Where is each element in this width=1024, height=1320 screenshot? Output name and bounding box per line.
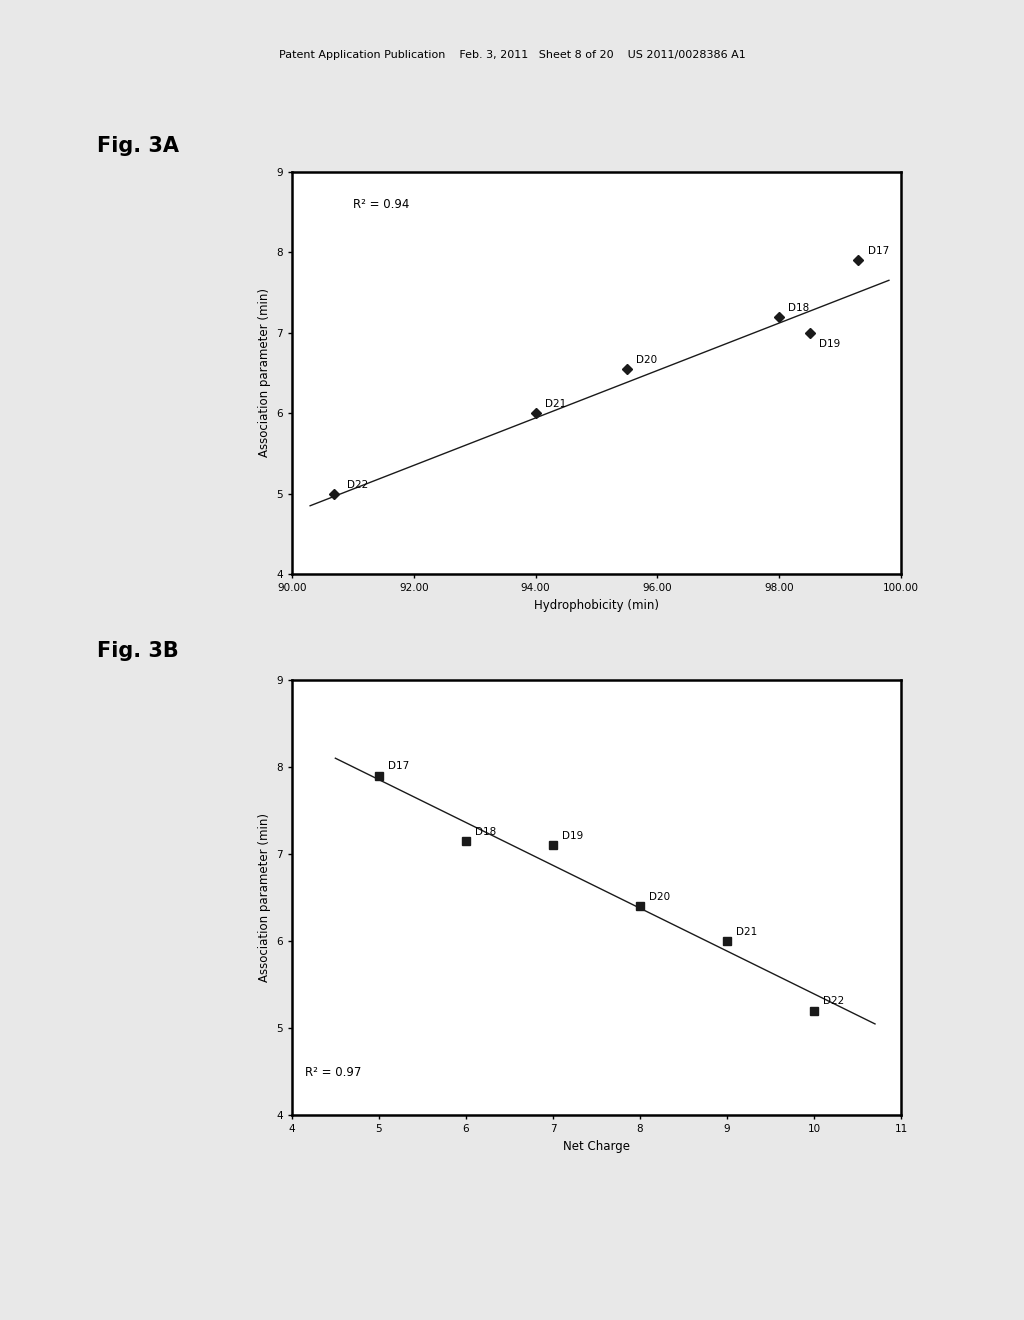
Text: Patent Application Publication    Feb. 3, 2011   Sheet 8 of 20    US 2011/002838: Patent Application Publication Feb. 3, 2…	[279, 50, 745, 61]
Text: D19: D19	[819, 339, 840, 348]
Y-axis label: Association parameter (min): Association parameter (min)	[258, 813, 270, 982]
Text: D22: D22	[347, 479, 368, 490]
X-axis label: Hydrophobicity (min): Hydrophobicity (min)	[534, 599, 659, 611]
Text: D18: D18	[788, 302, 810, 313]
Text: D18: D18	[474, 826, 496, 837]
Y-axis label: Association parameter (min): Association parameter (min)	[258, 288, 270, 458]
Text: Fig. 3A: Fig. 3A	[97, 136, 179, 156]
Text: Fig. 3B: Fig. 3B	[97, 642, 179, 661]
Text: D22: D22	[822, 997, 844, 1006]
Text: D21: D21	[545, 399, 566, 409]
Text: D17: D17	[867, 246, 889, 256]
Text: D20: D20	[636, 355, 657, 364]
Text: R² = 0.97: R² = 0.97	[305, 1067, 361, 1080]
X-axis label: Net Charge: Net Charge	[563, 1140, 630, 1152]
Text: D17: D17	[387, 762, 409, 771]
Text: R² = 0.94: R² = 0.94	[352, 198, 410, 211]
Text: D19: D19	[561, 832, 583, 841]
Text: D21: D21	[735, 927, 757, 937]
Text: D20: D20	[649, 892, 670, 902]
